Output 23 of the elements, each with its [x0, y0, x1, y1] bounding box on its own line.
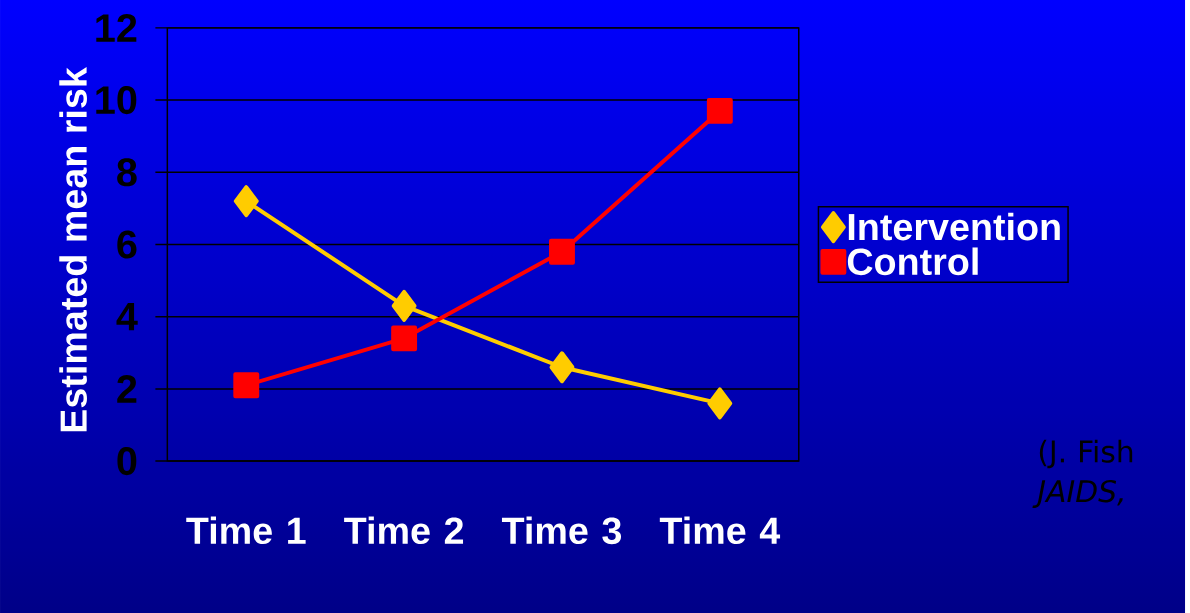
point: [706, 97, 733, 124]
y-axis-title: Estimated mean risk: [59, 66, 87, 432]
point: [233, 185, 259, 217]
y-tick-label: 6: [117, 230, 137, 259]
x-tick-label: Time 3: [501, 516, 622, 544]
x-tick-label: Time 4: [659, 516, 781, 544]
y-tick-label: 2: [117, 374, 137, 403]
point: [233, 372, 260, 398]
y-tick-label: 0: [117, 446, 137, 475]
y-tick-label: 10: [96, 85, 137, 114]
legend-label: Intervention: [848, 212, 1060, 241]
y-tick-label: 4: [116, 302, 138, 331]
point: [707, 387, 733, 420]
text: (J. Fish JAIDS,: [1032, 439, 1133, 508]
y-tick-label: 12: [96, 13, 137, 42]
y-tick-label: 8: [117, 158, 137, 187]
point: [549, 351, 575, 383]
point: [549, 238, 575, 265]
point: [391, 325, 418, 352]
x-tick-label: Time 1: [186, 516, 306, 544]
legend-label: Control: [847, 247, 978, 275]
point: [391, 289, 417, 322]
x-tick-label: Time 2: [344, 516, 464, 544]
